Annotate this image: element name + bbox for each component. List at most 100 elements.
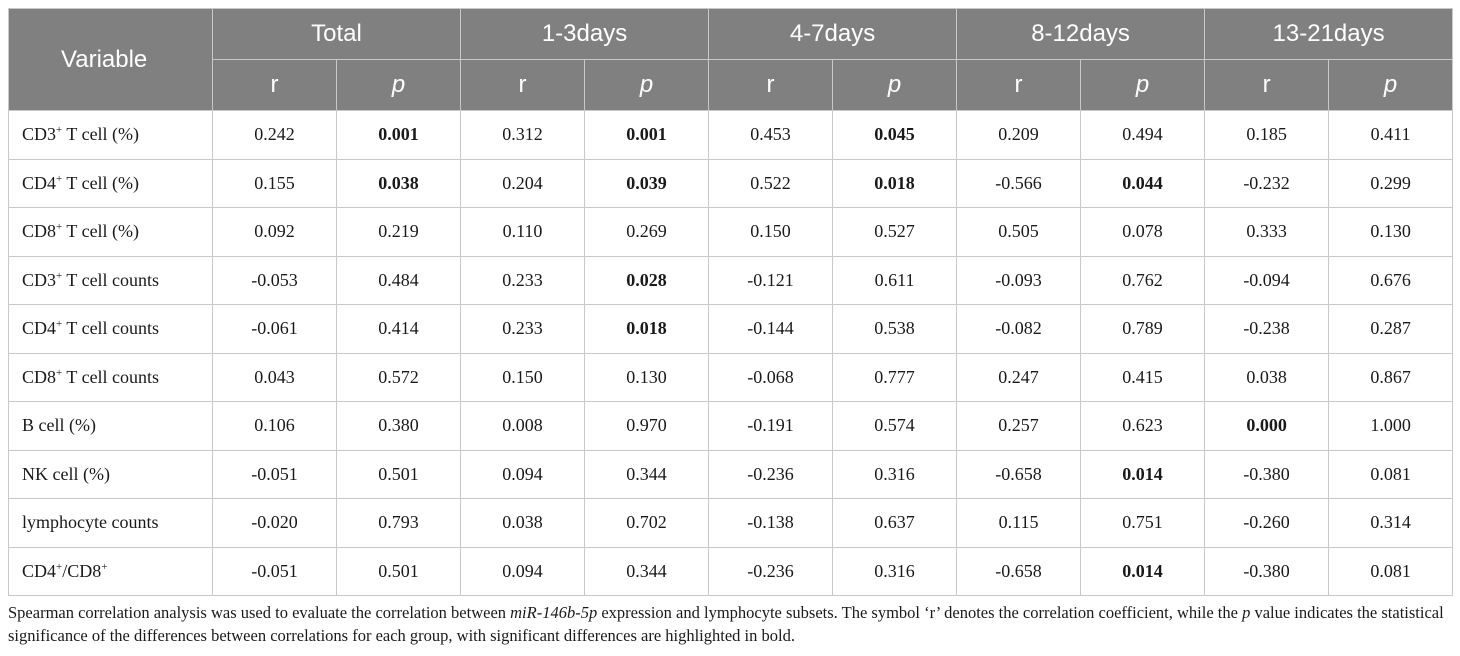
- r-value-cell: -0.051: [212, 449, 337, 499]
- r-value-cell: 0.094: [460, 546, 586, 596]
- r-value-cell: 0.257: [956, 401, 1082, 451]
- p-value-cell: 0.538: [832, 304, 958, 354]
- r-value-cell: 0.043: [212, 352, 337, 402]
- table-row: CD3+ T cell counts -0.053 0.484 0.233 0.028-…: [8, 255, 1454, 305]
- p-value-cell: 0.001: [335, 110, 462, 160]
- p-header: p: [1328, 59, 1454, 111]
- row-label-sup: +: [56, 124, 63, 137]
- r-value-cell: -0.658: [956, 546, 1082, 596]
- row-label-rest: /CD8: [62, 560, 102, 581]
- r-value-cell: -0.020: [212, 498, 337, 548]
- footnote-text-1: Spearman correlation analysis was used t…: [8, 603, 511, 622]
- p-value-cell: 0.501: [335, 449, 462, 499]
- row-label-base: CD4: [22, 172, 57, 193]
- r-header: r: [1204, 59, 1330, 111]
- p-value-cell: 0.014: [1080, 546, 1206, 596]
- r-value-cell: 0.312: [460, 110, 586, 160]
- variable-header: Variable: [8, 8, 213, 111]
- r-value-cell: 0.150: [460, 352, 586, 402]
- table-row: NK cell (%) -0.051 0.501 0.094 0.344 -0.236 0.…: [8, 449, 1454, 499]
- p-value-cell: 0.018: [832, 158, 958, 208]
- p-value-cell: 0.867: [1328, 352, 1454, 402]
- footnote-text-2: expression and lymphocyte subsets. The s…: [597, 603, 1243, 622]
- p-value-cell: 0.611: [832, 255, 958, 305]
- r-value-cell: 0.155: [212, 158, 337, 208]
- footnote-gene-name: miR-146b-5p: [510, 603, 598, 622]
- p-value-cell: 0.415: [1080, 352, 1206, 402]
- r-value-cell: 0.092: [212, 207, 337, 257]
- row-label: lymphocyte counts: [8, 498, 213, 548]
- row-label: CD3+ T cell counts: [8, 255, 213, 305]
- row-label-sup: +: [56, 366, 63, 379]
- r-value-cell: 0.094: [460, 449, 586, 499]
- p-value-cell: 0.762: [1080, 255, 1206, 305]
- r-value-cell: 0.247: [956, 352, 1082, 402]
- r-value-cell: 0.522: [708, 158, 834, 208]
- row-label-sup: +: [101, 560, 108, 573]
- p-value-cell: 0.299: [1328, 158, 1454, 208]
- group-header-13-21days: 13-21days: [1204, 8, 1454, 60]
- table-body: CD3+ T cell (%) 0.242 0.001 0.312 0.001 0.453…: [8, 110, 1454, 596]
- footnote-text-3: value indicates the statistical signific…: [8, 603, 1444, 645]
- p-value-cell: 0.219: [335, 207, 462, 257]
- p-header: p: [832, 59, 958, 111]
- row-label-rest: T cell (%): [62, 124, 140, 145]
- p-value-cell: 0.637: [832, 498, 958, 548]
- row-label-rest: T cell counts: [62, 269, 160, 290]
- table-row: B cell (%) 0.106 0.380 0.008 0.970 -0.191 0.57…: [8, 401, 1454, 451]
- row-label-rest: T cell (%): [62, 221, 140, 242]
- row-label-base: CD8: [22, 366, 57, 387]
- p-value-cell: 1.000: [1328, 401, 1454, 451]
- p-value-cell: 0.018: [584, 304, 710, 354]
- group-header-4-7days: 4-7days: [708, 8, 958, 60]
- r-value-cell: 0.110: [460, 207, 586, 257]
- p-value-cell: 0.316: [832, 546, 958, 596]
- p-value-cell: 0.044: [1080, 158, 1206, 208]
- p-value-cell: 0.380: [335, 401, 462, 451]
- row-label-base: NK cell (%): [22, 463, 110, 484]
- group-header-1-3days: 1-3days: [460, 8, 710, 60]
- r-value-cell: -0.093: [956, 255, 1082, 305]
- row-label-sup: +: [56, 318, 63, 331]
- header-row-stats: r p r p r p r p r p: [9, 59, 1454, 111]
- group-header-8-12days: 8-12days: [956, 8, 1206, 60]
- row-label-base: B cell (%): [22, 415, 96, 436]
- p-value-cell: 0.344: [584, 449, 710, 499]
- r-header: r: [708, 59, 834, 111]
- table-footnote: Spearman correlation analysis was used t…: [8, 601, 1452, 647]
- p-value-cell: 0.702: [584, 498, 710, 548]
- row-label: NK cell (%): [8, 449, 213, 499]
- r-value-cell: -0.061: [212, 304, 337, 354]
- r-value-cell: -0.191: [708, 401, 834, 451]
- p-header: p: [335, 59, 462, 111]
- footnote-p-symbol: p: [1242, 603, 1251, 622]
- p-value-cell: 0.572: [335, 352, 462, 402]
- r-value-cell: 0.038: [460, 498, 586, 548]
- correlation-table: Variable Total 1-3days 4-7days 8-12days …: [8, 8, 1454, 596]
- r-value-cell: -0.053: [212, 255, 337, 305]
- p-value-cell: 0.970: [584, 401, 710, 451]
- r-value-cell: -0.144: [708, 304, 834, 354]
- row-label: CD4+ T cell (%): [8, 158, 213, 208]
- row-label-rest: T cell counts: [62, 366, 160, 387]
- row-label: CD8+ T cell counts: [8, 352, 213, 402]
- p-value-cell: 0.045: [832, 110, 958, 160]
- r-value-cell: -0.094: [1204, 255, 1330, 305]
- row-label-base: CD4: [22, 560, 57, 581]
- table-row: CD4+/CD8+ -0.051 0.501 0.094 0.344 -0.236 0.31…: [8, 546, 1454, 596]
- p-value-cell: 0.039: [584, 158, 710, 208]
- p-value-cell: 0.130: [584, 352, 710, 402]
- correlation-table-figure: Variable Total 1-3days 4-7days 8-12days …: [8, 8, 1454, 647]
- r-value-cell: -0.658: [956, 449, 1082, 499]
- r-value-cell: -0.566: [956, 158, 1082, 208]
- r-value-cell: -0.082: [956, 304, 1082, 354]
- p-value-cell: 0.623: [1080, 401, 1206, 451]
- r-value-cell: -0.232: [1204, 158, 1330, 208]
- row-label: CD4+ T cell counts: [8, 304, 213, 354]
- r-value-cell: -0.121: [708, 255, 834, 305]
- p-value-cell: 0.777: [832, 352, 958, 402]
- p-value-cell: 0.314: [1328, 498, 1454, 548]
- r-value-cell: 0.115: [956, 498, 1082, 548]
- p-value-cell: 0.414: [335, 304, 462, 354]
- r-value-cell: -0.380: [1204, 449, 1330, 499]
